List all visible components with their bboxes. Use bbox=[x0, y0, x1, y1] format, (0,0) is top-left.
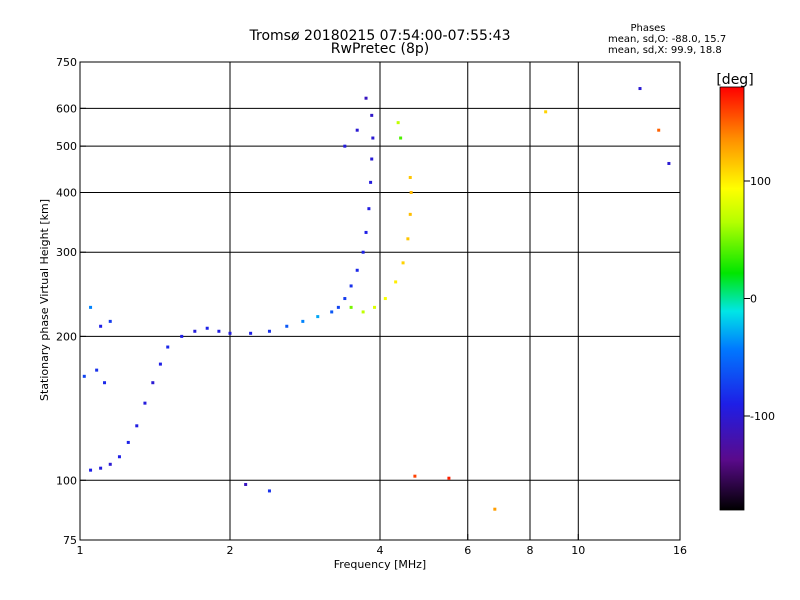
stats-line-x: mean, sd,X: 99.9, 18.8 bbox=[608, 45, 722, 56]
y-tick-label: 400 bbox=[56, 186, 77, 199]
chart-title: Tromsø 20180215 07:54:00-07:55:43 bbox=[249, 28, 511, 44]
y-tick-label: 200 bbox=[56, 330, 77, 343]
data-point bbox=[447, 476, 451, 480]
data-point bbox=[135, 424, 139, 428]
data-point bbox=[126, 440, 130, 444]
data-point bbox=[285, 324, 289, 328]
data-point bbox=[217, 329, 221, 333]
y-axis-ticks: 75 100 200 300 400 500 600 750 bbox=[56, 56, 86, 547]
data-point bbox=[343, 297, 347, 301]
data-point bbox=[364, 230, 368, 234]
data-point bbox=[657, 128, 661, 132]
data-point bbox=[343, 144, 347, 148]
y-tick-label: 500 bbox=[56, 140, 77, 153]
data-point bbox=[244, 482, 248, 486]
data-point bbox=[103, 381, 107, 385]
data-point bbox=[336, 305, 340, 309]
colorbar-tick-label: 100 bbox=[750, 175, 771, 188]
data-point bbox=[267, 329, 271, 333]
data-point bbox=[108, 319, 112, 323]
data-point bbox=[301, 319, 305, 323]
data-point bbox=[364, 96, 368, 100]
data-point bbox=[399, 136, 403, 140]
data-point bbox=[228, 331, 232, 335]
data-point bbox=[544, 110, 548, 114]
x-tick-label: 6 bbox=[464, 544, 471, 557]
data-point bbox=[349, 284, 353, 288]
data-point bbox=[367, 207, 371, 211]
data-point bbox=[369, 180, 373, 184]
y-tick-label: 75 bbox=[63, 534, 77, 547]
data-point bbox=[180, 334, 184, 338]
colorbar-tick-label: -100 bbox=[750, 410, 775, 423]
x-tick-label: 16 bbox=[673, 544, 687, 557]
data-point bbox=[408, 212, 412, 216]
stats-line-o: mean, sd,O: -88.0, 15.7 bbox=[608, 34, 726, 45]
y-axis-label: Stationary phase Virtual Height [km] bbox=[38, 199, 51, 401]
data-point bbox=[158, 362, 162, 366]
data-point bbox=[493, 507, 497, 511]
colorbar bbox=[719, 86, 745, 511]
colorbar-ticks: 100 0 -100 bbox=[744, 175, 775, 423]
chart-subtitle: RwPretec (8p) bbox=[331, 41, 429, 57]
data-point bbox=[373, 305, 377, 309]
y-tick-label: 750 bbox=[56, 56, 77, 69]
data-point bbox=[99, 324, 103, 328]
stats-title: Phases bbox=[630, 23, 665, 34]
data-point bbox=[117, 455, 121, 459]
data-point bbox=[394, 280, 398, 284]
x-tick-label: 8 bbox=[527, 544, 534, 557]
data-point bbox=[143, 401, 147, 405]
colorbar-label: [deg] bbox=[716, 72, 753, 88]
data-point bbox=[370, 157, 374, 161]
data-point bbox=[406, 237, 410, 241]
data-point bbox=[371, 136, 375, 140]
data-point bbox=[99, 466, 103, 470]
data-point bbox=[401, 261, 405, 265]
data-point bbox=[413, 474, 417, 478]
data-point bbox=[361, 250, 365, 254]
data-point bbox=[330, 310, 334, 314]
data-point bbox=[89, 305, 93, 309]
data-point bbox=[355, 128, 359, 132]
data-point bbox=[193, 329, 197, 333]
x-axis-ticks: 1 2 4 6 8 10 16 bbox=[77, 534, 687, 557]
x-tick-label: 10 bbox=[571, 544, 585, 557]
scatter-points bbox=[82, 87, 671, 511]
data-point bbox=[638, 87, 642, 91]
data-point bbox=[349, 305, 353, 309]
x-tick-label: 2 bbox=[227, 544, 234, 557]
y-tick-label: 100 bbox=[56, 474, 77, 487]
data-point bbox=[151, 381, 155, 385]
data-point bbox=[267, 489, 271, 493]
data-point bbox=[396, 121, 400, 125]
data-point bbox=[205, 326, 209, 330]
data-point bbox=[316, 315, 320, 319]
grid-lines bbox=[80, 62, 680, 540]
data-point bbox=[89, 468, 93, 472]
data-point bbox=[249, 331, 253, 335]
data-point bbox=[108, 462, 112, 466]
data-point bbox=[408, 175, 412, 179]
data-point bbox=[95, 368, 99, 372]
x-tick-label: 1 bbox=[77, 544, 84, 557]
x-tick-label: 4 bbox=[377, 544, 384, 557]
y-tick-label: 300 bbox=[56, 246, 77, 259]
data-point bbox=[383, 297, 387, 301]
data-point bbox=[370, 113, 374, 117]
data-point bbox=[355, 268, 359, 272]
data-point bbox=[361, 310, 365, 314]
data-point bbox=[409, 190, 413, 194]
y-tick-label: 600 bbox=[56, 102, 77, 115]
data-point bbox=[82, 374, 86, 378]
colorbar-tick-label: 0 bbox=[750, 293, 757, 306]
x-axis-label: Frequency [MHz] bbox=[334, 558, 426, 571]
data-point bbox=[667, 161, 671, 165]
data-point bbox=[166, 345, 170, 349]
